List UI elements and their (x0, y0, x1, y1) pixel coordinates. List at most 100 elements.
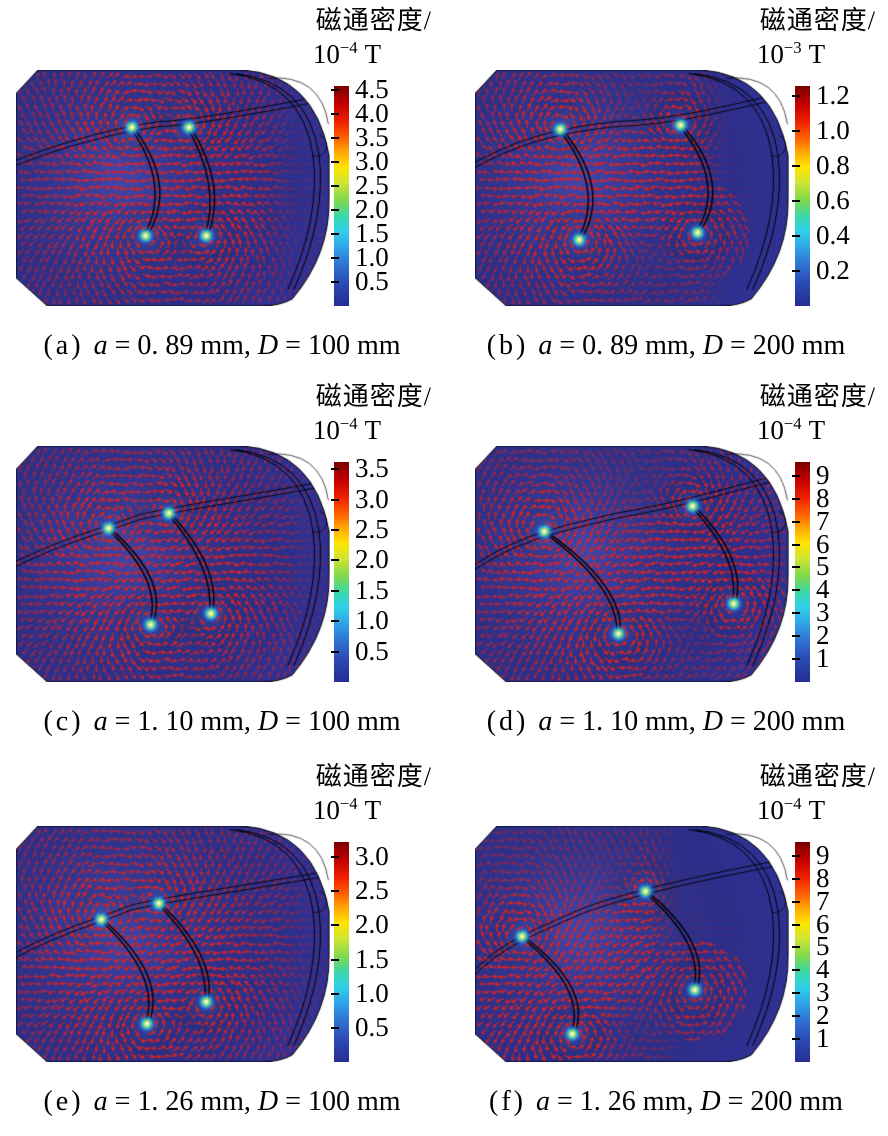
colorbar-tick-mark (331, 589, 339, 592)
colorbar-tick-mark (331, 529, 339, 532)
colorbar-gradient (795, 842, 810, 1062)
colorbar-tick-label: 4 (816, 574, 830, 605)
panel-caption: (c) a = 1. 10 mm, D = 100 mm (0, 706, 444, 738)
colorbar-tick-mark (792, 877, 800, 880)
caption-val-D: = 100 mm (278, 1086, 401, 1117)
caption-val-a: = 1. 10 mm, (107, 706, 258, 737)
colorbar-tick-label: 6 (816, 908, 830, 939)
colorbar-title: 磁通密度/ 10−3 T (706, 6, 876, 70)
colorbar-tick-label: 3 (816, 597, 830, 628)
colorbar-tick-label: 1.0 (816, 115, 850, 146)
caption-val-D: = 200 mm (722, 706, 846, 737)
caption-index: (a) (43, 330, 84, 361)
colorbar-tick-mark (331, 650, 339, 653)
caption-var-D: D (257, 330, 279, 361)
colorbar-tick-mark (331, 160, 339, 163)
colorbar-tick-label: 0.8 (816, 150, 850, 181)
unit-symbol: T (808, 38, 826, 69)
colorbar-tick-label: 0.6 (816, 185, 850, 216)
quiver-plot (16, 70, 330, 306)
colorbar-gradient (795, 86, 810, 306)
colorbar-tick-label: 3.5 (355, 453, 389, 484)
colorbar-tick-mark (331, 992, 339, 995)
caption-val-a: = 0. 89 mm, (552, 330, 703, 361)
colorbar-tick-label: 5 (816, 931, 830, 962)
colorbar-tick-label: 2.0 (355, 544, 389, 575)
colorbar-tick-label: 2 (816, 620, 830, 651)
colorbar-tick-mark (331, 498, 339, 501)
colorbar-tick-mark (792, 969, 800, 972)
colorbar-unit: 10−4 T (262, 794, 432, 826)
colorbar-tick-label: 1.5 (355, 574, 389, 605)
colorbar-title-text: 磁通密度/ (759, 382, 876, 411)
quiver-plot (475, 70, 789, 306)
caption-var-D: D (257, 1086, 279, 1117)
colorbar-tick-mark (792, 1015, 800, 1018)
unit-exponent: −4 (339, 413, 358, 433)
colorbar-tick-mark (792, 946, 800, 949)
colorbar-tick-label: 8 (816, 862, 830, 893)
colorbar-gradient (334, 842, 349, 1062)
caption-val-a: = 1. 26 mm, (550, 1086, 701, 1117)
colorbar-tick-mark (792, 474, 800, 477)
colorbar-tick-label: 1 (816, 1023, 830, 1054)
unit-mantissa: 10 (756, 794, 784, 825)
colorbar: 3.5 3.0 2.5 2.0 1.5 1.0 0.5 (331, 455, 438, 682)
colorbar-gradient (334, 462, 349, 682)
quiver-plot (16, 446, 330, 682)
colorbar-title: 磁通密度/ 10−4 T (262, 382, 432, 446)
colorbar-tick-label: 3 (816, 977, 830, 1008)
colorbar-tick-label: 3.0 (355, 145, 389, 176)
colorbar-tick-label: 2.0 (355, 193, 389, 224)
colorbar-tick-mark (331, 88, 339, 91)
colorbar-tick-mark (792, 543, 800, 546)
colorbar-tick-label: 5 (816, 551, 830, 582)
colorbar-tick-label: 0.4 (816, 220, 850, 251)
colorbar-tick-mark (792, 200, 800, 203)
quiver-plot (16, 826, 330, 1062)
colorbar-tick-mark (331, 1026, 339, 1029)
colorbar-tick-label: 9 (816, 839, 830, 870)
caption-var-a: a (93, 1086, 108, 1117)
caption-var-a: a (536, 1086, 551, 1117)
colorbar-tick-label: 2 (816, 1000, 830, 1031)
colorbar-tick-mark (331, 136, 339, 139)
caption-index: (b) (486, 330, 529, 361)
caption-val-a: = 1. 26 mm, (107, 1086, 258, 1117)
colorbar-tick-mark (331, 112, 339, 115)
colorbar-tick-mark (331, 468, 339, 471)
unit-exponent: −4 (339, 793, 358, 813)
colorbar: 4.5 4.0 3.5 3.0 2.5 2.0 1.5 1.0 0.5 (331, 75, 438, 306)
colorbar-title-text: 磁通密度/ (315, 6, 432, 35)
colorbar-tick-mark (331, 890, 339, 893)
colorbar-unit: 10−4 T (262, 414, 432, 446)
colorbar-title-text: 磁通密度/ (315, 762, 432, 791)
unit-symbol: T (808, 414, 826, 445)
colorbar-unit: 10−4 T (706, 794, 876, 826)
panel-c: 磁通密度/ 10−4 T 3.5 3.0 2.5 2.0 1.5 1.0 0.5 (c) a =… (0, 376, 444, 754)
colorbar-tick-label: 7 (816, 885, 830, 916)
colorbar-tick-label: 1.0 (355, 241, 389, 272)
colorbar-tick-label: 1.2 (816, 80, 850, 111)
colorbar-title-text: 磁通密度/ (315, 382, 432, 411)
colorbar-tick-label: 0.5 (355, 265, 389, 296)
colorbar-tick-mark (331, 184, 339, 187)
colorbar-tick-mark (792, 900, 800, 903)
caption-var-a: a (93, 706, 108, 737)
colorbar-tick-mark (331, 208, 339, 211)
colorbar-gradient (334, 86, 349, 306)
colorbar-tick-mark (331, 559, 339, 562)
colorbar-tick-mark (792, 1038, 800, 1041)
colorbar-tick-mark (792, 270, 800, 273)
unit-symbol: T (364, 794, 382, 825)
colorbar-title: 磁通密度/ 10−4 T (706, 382, 876, 446)
colorbar-title: 磁通密度/ 10−4 T (706, 762, 876, 826)
panel-e: 磁通密度/ 10−4 T 3.0 2.5 2.0 1.5 1.0 0.5 (e) a = 1.… (0, 756, 444, 1134)
caption-index: (d) (486, 706, 529, 737)
unit-mantissa: 10 (312, 794, 340, 825)
unit-mantissa: 10 (312, 38, 340, 69)
unit-symbol: T (364, 414, 382, 445)
colorbar-tick-mark (792, 992, 800, 995)
unit-symbol: T (808, 794, 826, 825)
caption-var-a: a (538, 706, 553, 737)
